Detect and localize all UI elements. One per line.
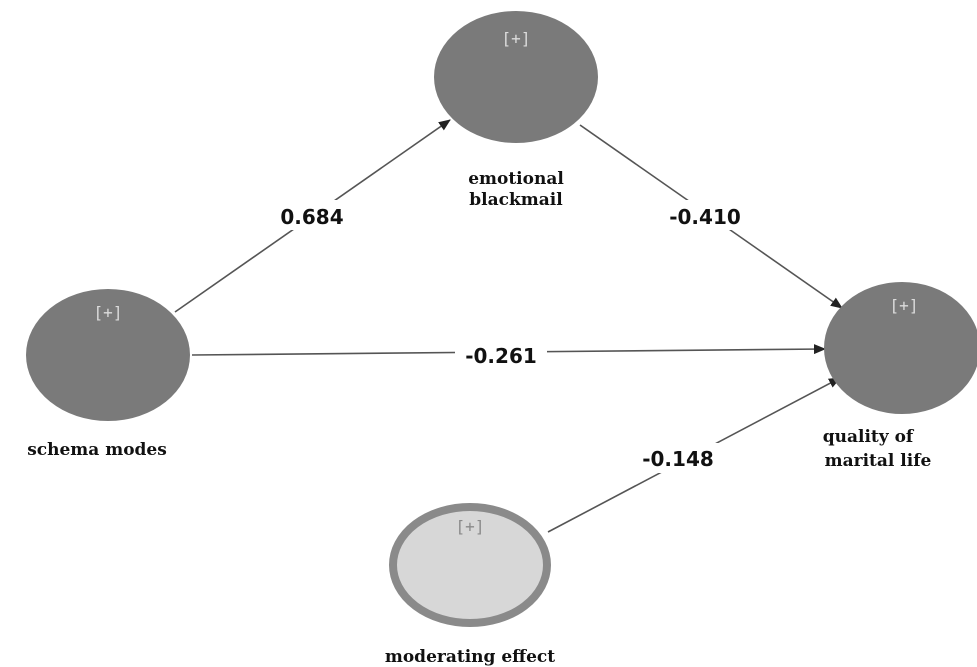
quality-of-marital-life-label-line2: marital life [825, 451, 932, 471]
moderating-effect-circle[interactable] [389, 503, 551, 627]
schema-modes-label: schema modes [27, 440, 167, 460]
node-quality-of-marital-life[interactable]: [+] quality of marital life [823, 282, 977, 471]
expand-toggle-schema-modes[interactable]: [+] [94, 303, 123, 322]
node-emotional-blackmail[interactable]: [+] emotional blackmail [434, 11, 598, 210]
schema-modes-circle[interactable] [26, 289, 190, 421]
coef-moderating-to-quality: -0.148 [642, 447, 714, 471]
emotional-blackmail-circle[interactable] [434, 11, 598, 143]
expand-toggle-quality-of-marital-life[interactable]: [+] [890, 296, 919, 315]
expand-toggle-emotional-blackmail[interactable]: [+] [502, 29, 531, 48]
coef-schema-to-emotional: 0.684 [280, 205, 343, 229]
emotional-blackmail-label-line1: emotional [468, 169, 564, 189]
expand-toggle-moderating-effect[interactable]: [+] [456, 517, 485, 536]
quality-of-marital-life-label-line1: quality of [823, 427, 915, 447]
emotional-blackmail-label-line2: blackmail [469, 190, 563, 210]
node-moderating-effect[interactable]: [+] moderating effect [385, 503, 555, 667]
moderating-effect-label: moderating effect [385, 647, 555, 667]
coef-emotional-to-quality: -0.410 [669, 205, 741, 229]
quality-of-marital-life-circle[interactable] [824, 282, 977, 414]
node-schema-modes[interactable]: [+] schema modes [26, 289, 190, 460]
coef-schema-to-quality: -0.261 [465, 344, 537, 368]
